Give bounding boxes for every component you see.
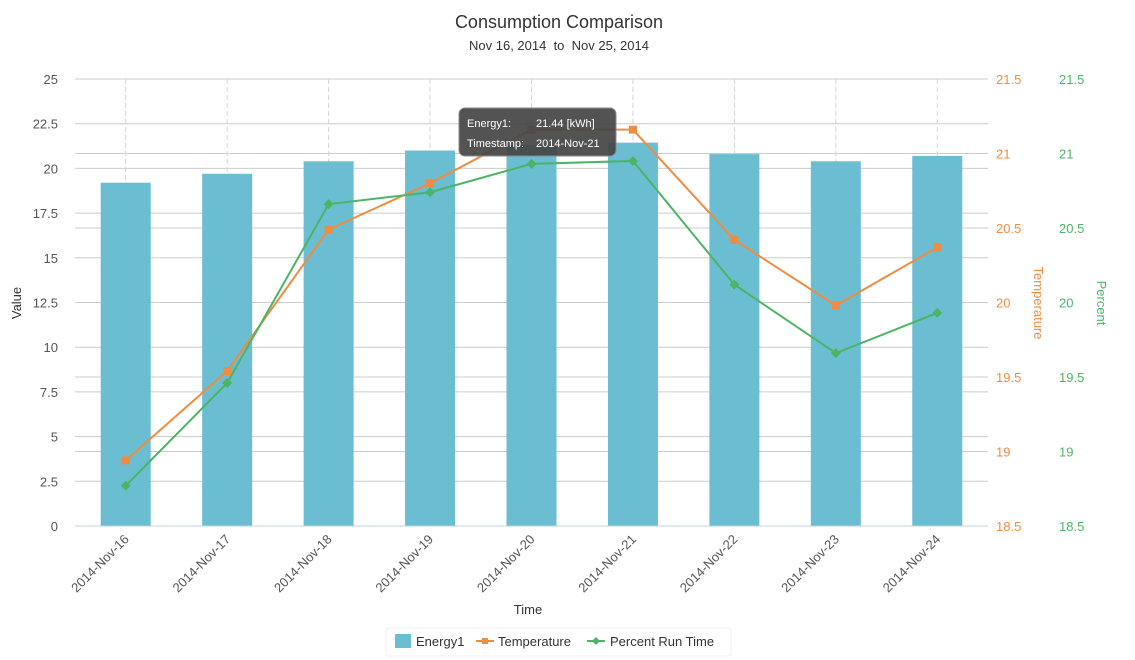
legend-label-energy1: Energy1	[416, 634, 464, 649]
x-tick-label-2014-Nov-19: 2014-Nov-19	[372, 532, 436, 596]
point-temperature-2014-Nov-16	[121, 456, 130, 465]
y2-tick-label-6: 21.5	[996, 72, 1021, 87]
legend-swatch-energy1	[395, 634, 411, 648]
x-tick-label-2014-Nov-21: 2014-Nov-21	[575, 532, 639, 596]
point-temperature-2014-Nov-24	[933, 243, 942, 252]
legend-marker-percent-run-time	[592, 637, 600, 645]
point-percent-run-time-2014-Nov-19	[425, 187, 436, 198]
bar-energy1-2014-Nov-22	[709, 154, 760, 526]
bar-energy1-2014-Nov-20	[506, 145, 557, 526]
y3-tick-label-2: 19.5	[1059, 370, 1084, 385]
x-tick-label-2014-Nov-17: 2014-Nov-17	[170, 532, 234, 596]
tooltip-value-timestamp: 2014-Nov-21	[536, 138, 600, 150]
legend-item-energy1[interactable]: Energy1	[395, 634, 464, 649]
bar-energy1-2014-Nov-21	[607, 142, 658, 526]
point-percent-run-time-2014-Nov-17	[222, 377, 233, 388]
bars-layer	[100, 142, 963, 527]
y2-tick-label-1: 19	[996, 445, 1010, 460]
y3-tick-label-0: 18.5	[1059, 519, 1084, 534]
y-tick-label-4: 10	[44, 340, 58, 355]
y-tick-label-3: 7.5	[40, 385, 58, 400]
tooltip-value-energy: 21.44 [kWh]	[536, 118, 595, 130]
point-percent-run-time-2014-Nov-24	[932, 307, 943, 318]
tooltip: Energy1: 21.44 [kWh] Timestamp: 2014-Nov…	[458, 107, 617, 157]
y-tick-label-9: 22.5	[33, 117, 58, 132]
x-tick-label-2014-Nov-16: 2014-Nov-16	[68, 532, 132, 596]
y2-tick-label-5: 21	[996, 147, 1010, 162]
point-percent-run-time-2014-Nov-22	[729, 279, 740, 290]
chart-subtitle: Nov 16, 2014 to Nov 25, 2014	[469, 38, 649, 53]
tooltip-label-timestamp: Timestamp:	[467, 138, 524, 150]
y-tick-label-10: 25	[44, 72, 58, 87]
tooltip-box	[458, 107, 617, 157]
y3-axis-title: Percent	[1094, 281, 1109, 326]
tooltip-label-energy: Energy1:	[467, 118, 511, 130]
legend[interactable]: Energy1 Temperature Percent Run Time	[385, 627, 732, 657]
y2-tick-label-4: 20.5	[996, 221, 1021, 236]
bar-energy1-2014-Nov-18	[303, 161, 354, 527]
y-tick-label-8: 20	[44, 161, 58, 176]
point-percent-run-time-2014-Nov-23	[830, 348, 841, 359]
point-temperature-2014-Nov-22	[730, 235, 739, 244]
legend-item-temperature[interactable]: Temperature	[476, 634, 571, 649]
y-tick-label-7: 17.5	[33, 206, 58, 221]
legend-label-temperature: Temperature	[498, 634, 571, 649]
y2-tick-label-0: 18.5	[996, 519, 1021, 534]
point-temperature-2014-Nov-19	[426, 179, 435, 188]
legend-frame	[385, 627, 732, 657]
point-percent-run-time-2014-Nov-16	[120, 480, 131, 491]
point-temperature-2014-Nov-18	[324, 225, 333, 234]
legend-label-percent-run-time: Percent Run Time	[610, 634, 714, 649]
legend-marker-temperature	[482, 638, 488, 644]
y-tick-label-0: 0	[51, 519, 58, 534]
y2-tick-label-3: 20	[996, 296, 1010, 311]
y3-tick-label-1: 19	[1059, 445, 1073, 460]
point-percent-run-time-2014-Nov-20	[526, 158, 537, 169]
y2-axis-title: Temperature	[1031, 267, 1046, 340]
y-tick-label-2: 5	[51, 430, 58, 445]
x-tick-label-2014-Nov-24: 2014-Nov-24	[880, 532, 944, 596]
x-tick-label-2014-Nov-22: 2014-Nov-22	[677, 532, 741, 596]
y-tick-label-6: 15	[44, 251, 58, 266]
y-tick-label-1: 2.5	[40, 474, 58, 489]
x-tick-label-2014-Nov-20: 2014-Nov-20	[474, 532, 538, 596]
point-temperature-2014-Nov-21	[628, 125, 637, 134]
point-temperature-2014-Nov-17	[223, 367, 232, 376]
x-axis-title: Time	[514, 602, 542, 617]
bar-energy1-2014-Nov-24	[912, 155, 963, 526]
chart-title: Consumption Comparison	[455, 12, 663, 32]
legend-item-percent-run-time[interactable]: Percent Run Time	[587, 634, 714, 649]
y-tick-label-5: 12.5	[33, 296, 58, 311]
bar-energy1-2014-Nov-23	[810, 161, 861, 527]
y2-tick-label-2: 19.5	[996, 370, 1021, 385]
y3-tick-label-6: 21.5	[1059, 72, 1084, 87]
point-temperature-2014-Nov-23	[831, 301, 840, 310]
y3-tick-label-3: 20	[1059, 296, 1073, 311]
y3-tick-label-5: 21	[1059, 147, 1073, 162]
y3-tick-label-4: 20.5	[1059, 221, 1084, 236]
point-percent-run-time-2014-Nov-21	[627, 155, 638, 166]
bar-energy1-2014-Nov-17	[202, 173, 253, 526]
y-axis-title: Value	[9, 287, 24, 319]
bar-energy1-2014-Nov-16	[100, 182, 151, 527]
bar-energy1-2014-Nov-19	[405, 150, 456, 526]
x-tick-label-2014-Nov-18: 2014-Nov-18	[271, 532, 335, 596]
x-tick-label-2014-Nov-23: 2014-Nov-23	[778, 532, 842, 596]
point-percent-run-time-2014-Nov-18	[323, 199, 334, 210]
